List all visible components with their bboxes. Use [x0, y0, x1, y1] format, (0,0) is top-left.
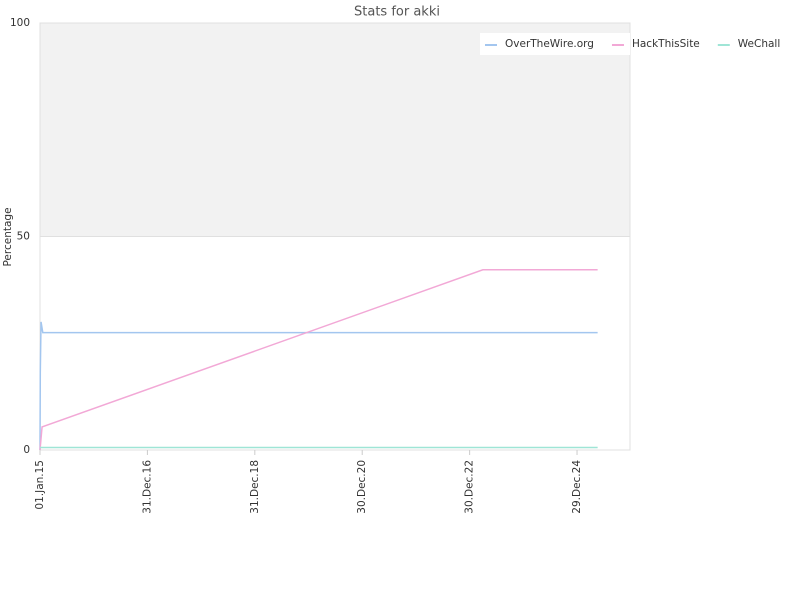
series-line [39, 321, 598, 451]
legend: OverTheWire.org HackThisSite WeChall [480, 33, 780, 55]
plot-band [40, 236, 630, 450]
legend-label: WeChall [738, 38, 780, 50]
y-tick-label: 50 [17, 231, 30, 243]
x-tick-label: 31.Dec.16 [141, 460, 153, 514]
x-tick-label: 30.Dec.20 [356, 460, 368, 514]
x-tick-label: 29.Dec.24 [571, 460, 583, 514]
y-tick-label: 100 [10, 17, 30, 29]
chart-title: Stats for akki [354, 5, 440, 20]
series-line [39, 269, 598, 451]
legend-label: HackThisSite [632, 38, 700, 50]
y-tick-label: 0 [23, 444, 30, 456]
legend-label: OverTheWire.org [505, 38, 594, 50]
plot-band [40, 23, 630, 237]
x-tick-label: 01.Jan.15 [34, 460, 46, 510]
legend-box [480, 33, 630, 55]
x-tick-label: 30.Dec.22 [464, 460, 476, 514]
x-tick-label: 31.Dec.18 [249, 460, 261, 514]
y-axis-label: Percentage [2, 207, 14, 266]
